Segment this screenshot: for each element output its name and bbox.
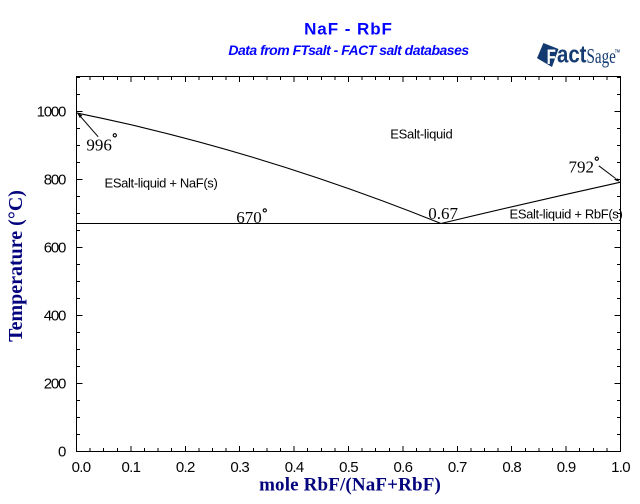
- svg-text:ESalt-liquid + RbF(s): ESalt-liquid + RbF(s): [510, 206, 623, 221]
- svg-text:996: 996: [86, 135, 112, 154]
- svg-text:0.2: 0.2: [176, 459, 195, 476]
- svg-text:NaF - RbF: NaF - RbF: [304, 19, 393, 38]
- svg-text:mole RbF/(NaF+RbF): mole RbF/(NaF+RbF): [259, 475, 441, 496]
- svg-text:0.3: 0.3: [230, 459, 249, 476]
- svg-text:800: 800: [44, 172, 66, 189]
- svg-text:400: 400: [44, 308, 66, 325]
- svg-text:1.0: 1.0: [611, 459, 630, 476]
- svg-text:Temperature (°C): Temperature (°C): [5, 190, 27, 342]
- svg-text:0.67: 0.67: [428, 204, 458, 223]
- svg-text:Sage: Sage: [587, 45, 616, 68]
- svg-text:0.1: 0.1: [122, 459, 141, 476]
- svg-text:0.9: 0.9: [557, 459, 576, 476]
- svg-text:0.7: 0.7: [448, 459, 467, 476]
- svg-text:200: 200: [44, 376, 66, 393]
- svg-text:act: act: [557, 41, 587, 68]
- svg-text:TM: TM: [615, 49, 620, 53]
- svg-text:F: F: [547, 45, 556, 69]
- svg-text:Data from FTsalt - FACT salt d: Data from FTsalt - FACT salt databases: [228, 42, 469, 58]
- svg-text:792: 792: [569, 158, 595, 177]
- svg-text:670: 670: [236, 208, 262, 227]
- svg-text:ESalt-liquid: ESalt-liquid: [390, 127, 452, 142]
- svg-text:600: 600: [44, 240, 66, 257]
- svg-text:0: 0: [58, 444, 66, 461]
- svg-text:ESalt-liquid + NaF(s): ESalt-liquid + NaF(s): [105, 175, 218, 190]
- svg-text:0.6: 0.6: [394, 459, 413, 476]
- svg-text:0.0: 0.0: [72, 459, 91, 476]
- svg-text:0.8: 0.8: [502, 459, 521, 476]
- svg-text:0.4: 0.4: [285, 459, 304, 476]
- svg-text:1000: 1000: [37, 104, 66, 121]
- svg-text:0.5: 0.5: [339, 459, 358, 476]
